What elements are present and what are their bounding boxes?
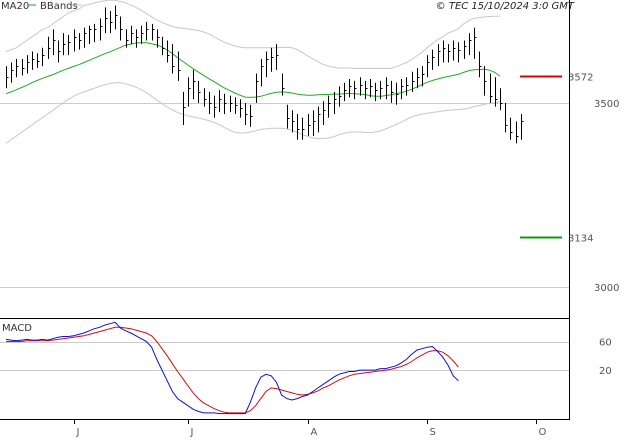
ma20-line — [5, 42, 501, 98]
support-level-label: 3134 — [568, 233, 593, 244]
grid-lines — [0, 103, 569, 371]
x-month-label: O — [539, 427, 547, 438]
ohlc-bars — [6, 5, 524, 144]
x-month-label: J — [190, 427, 194, 438]
resistance-level-label: 3572 — [568, 72, 593, 83]
bb-lower-line — [5, 82, 501, 144]
macd-y-tick-label: 60 — [599, 338, 612, 349]
y-tick-labels: 3500 3000 60 20 — [594, 99, 619, 377]
x-month-label: J — [76, 427, 80, 438]
macd-y-tick-label: 20 — [599, 366, 612, 377]
price-levels: 3572 3134 — [520, 72, 593, 244]
bollinger-bands — [5, 0, 501, 144]
price-y-tick-label: 3000 — [594, 283, 619, 294]
macd-panel-title: MACD — [2, 323, 32, 334]
macd-signal-line — [6, 326, 459, 414]
macd-panel — [5, 321, 459, 415]
bbands-legend-label: BBands — [40, 1, 78, 12]
x-month-label: A — [311, 427, 318, 438]
copyright-text: © TEC 15/10/2024 3:0 GMT — [436, 1, 575, 12]
ma20-legend-label: MA20 — [1, 1, 29, 12]
price-y-tick-label: 3500 — [594, 99, 619, 110]
x-month-label: S — [430, 427, 436, 438]
macd-line — [5, 321, 459, 415]
ma20-series-line — [5, 42, 501, 98]
bb-upper-line — [5, 0, 500, 69]
